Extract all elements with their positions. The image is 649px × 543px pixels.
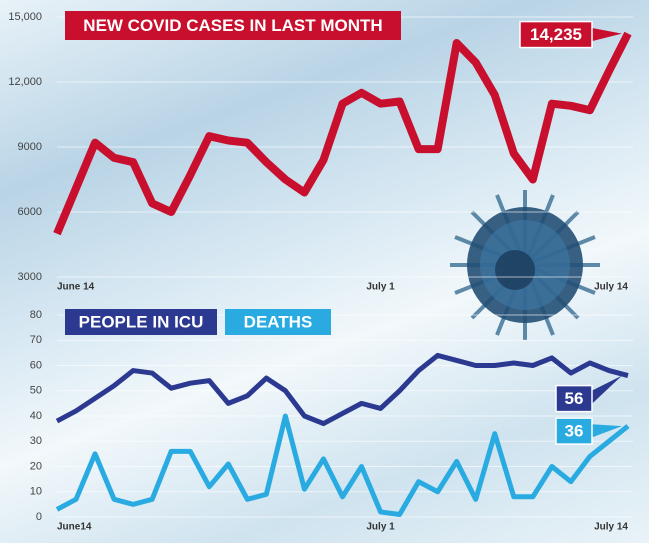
- series-line: [53, 31, 632, 236]
- x-tick-label: July 1: [366, 282, 395, 293]
- y-tick-label: 80: [30, 309, 42, 321]
- series-line: [55, 352, 629, 427]
- title-box: [65, 11, 401, 40]
- data-label: 14,235: [530, 25, 582, 44]
- label-box: [555, 384, 593, 413]
- y-tick-label: 70: [30, 334, 42, 346]
- label-box: [519, 20, 593, 49]
- label-pointer: [590, 27, 622, 42]
- y-tick-label: 30: [30, 435, 42, 447]
- label-box: [555, 417, 593, 445]
- y-tick-label: 15,000: [8, 11, 42, 23]
- series-line: [55, 413, 630, 517]
- y-tick-label: 40: [30, 410, 42, 422]
- x-tick-label: June14: [57, 522, 92, 533]
- legend-label: PEOPLE IN ICU: [79, 312, 204, 331]
- virus-illustration: [450, 190, 600, 340]
- label-pointer: [590, 375, 622, 406]
- y-tick-label: 9000: [18, 141, 42, 153]
- x-tick-label: July 14: [594, 282, 628, 293]
- x-tick-label: July 1: [366, 522, 395, 533]
- legend-box: [225, 309, 331, 335]
- y-tick-label: 60: [30, 359, 42, 371]
- legend-box: [65, 309, 217, 335]
- legend-label: DEATHS: [244, 312, 313, 331]
- x-tick-label: June 14: [57, 282, 95, 293]
- data-label: 36: [565, 422, 584, 441]
- y-tick-label: 50: [30, 385, 42, 397]
- y-tick-label: 6000: [18, 206, 42, 218]
- y-tick-label: 10: [30, 486, 42, 498]
- label-pointer: [590, 424, 622, 439]
- y-tick-label: 3000: [18, 271, 42, 283]
- x-tick-label: July 14: [594, 522, 628, 533]
- y-tick-label: 0: [36, 511, 42, 523]
- chart-title: NEW COVID CASES IN LAST MONTH: [83, 16, 382, 35]
- data-label: 56: [565, 389, 584, 408]
- y-tick-label: 12,000: [8, 76, 42, 88]
- y-tick-label: 20: [30, 460, 42, 472]
